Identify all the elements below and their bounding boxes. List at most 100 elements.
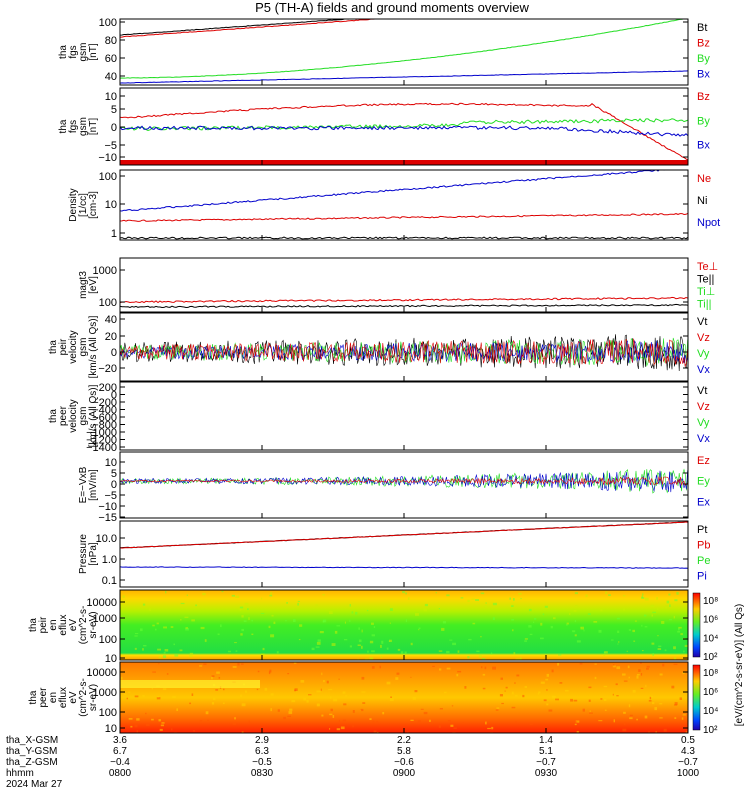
spectrogram-speckle (400, 651, 404, 654)
xtick-label: 1.4 (539, 735, 553, 746)
spectrogram-speckle (569, 612, 571, 616)
ytick-label: 10 (105, 91, 117, 103)
spectrogram-speckle (291, 700, 296, 703)
spectrogram-speckle (372, 720, 375, 724)
spectrogram-speckle (661, 621, 665, 624)
spectrogram-speckle (659, 673, 663, 676)
ytick-label: −10 (98, 152, 117, 164)
spectrogram-speckle (520, 598, 522, 600)
legend-entry: Vx (697, 364, 710, 376)
spectrogram-speckle (482, 687, 486, 690)
spectrogram-speckle (627, 665, 630, 669)
ytick-label: 40 (105, 314, 117, 326)
xtick-label: 0930 (535, 768, 558, 779)
spectrogram-speckle (338, 678, 340, 680)
legend-entry: Pe (697, 555, 710, 567)
spectrogram-speckle (451, 705, 454, 707)
ylabel-line: tha (28, 690, 39, 704)
spectrogram-speckle (326, 680, 329, 684)
ytick-label: −1200 (86, 435, 117, 447)
spectrogram-speckle (345, 695, 347, 697)
spectrogram-band (120, 680, 260, 688)
spectrogram-speckle (241, 628, 244, 632)
spectrogram-speckle (371, 622, 374, 625)
spectrogram-speckle (555, 698, 559, 701)
ytick-label: 100 (99, 634, 117, 646)
bx-trace (120, 70, 688, 84)
xaxis-row-label: hhmm (6, 768, 34, 779)
xtick-label: −0.5 (252, 757, 272, 768)
spectrogram-speckle (342, 719, 347, 722)
colorbar-tick: 10⁶ (703, 615, 718, 626)
spectrogram-speckle (142, 603, 146, 606)
ytick-label: 20 (105, 331, 117, 343)
ylabel-line: [nT] (88, 118, 99, 135)
spectrogram-speckle (676, 592, 679, 595)
spectrogram-speckle (565, 689, 569, 692)
spectrogram-speckle (640, 662, 642, 664)
spectrogram-speckle (515, 658, 520, 660)
spectrogram-speckle (511, 619, 514, 621)
colorbar-tick: 10⁸ (703, 596, 718, 607)
spectrogram-speckle (485, 721, 487, 725)
ylabel-line: en (48, 692, 59, 703)
spectrogram-speckle (420, 708, 424, 710)
spectrogram-speckle (269, 669, 272, 673)
spectrogram-speckle (361, 645, 363, 649)
pb-trace (120, 521, 688, 549)
spectrogram-speckle (600, 609, 603, 612)
panel-1: 100 80 60 40 tha fgs gsm [nT] Bt Bz By Bx (58, 17, 710, 86)
legend-entry: Npot (697, 217, 720, 229)
spectrogram-speckle (407, 597, 410, 600)
bz-trace (120, 102, 688, 161)
xtick-label: 0800 (109, 768, 132, 779)
spectrogram-speckle (162, 688, 167, 691)
tell-trace (120, 243, 688, 245)
spectrogram-speckle (533, 621, 535, 623)
spectrogram-speckle (652, 653, 655, 656)
spectrogram-speckle (362, 702, 366, 704)
spectrogram-speckle (361, 629, 363, 633)
spectrogram-speckle (285, 619, 287, 622)
ylabel-line: (cm^2-s- (78, 606, 89, 645)
spectrogram-speckle (649, 696, 652, 700)
ytick-label: 100 (99, 17, 117, 29)
spectrogram-speckle (322, 619, 327, 623)
spectrogram-speckle (397, 648, 401, 651)
spectrogram-speckle (495, 709, 499, 711)
panel-8-frame (119, 520, 689, 588)
spectrogram-speckle (315, 604, 318, 606)
legend-entry: Te⊥ (697, 261, 718, 273)
spectrogram-speckle (585, 594, 588, 598)
legend-entry: Bx (697, 140, 710, 152)
spectrogram-speckle (484, 605, 487, 608)
spectrogram-speckle (640, 673, 643, 676)
xaxis-row-label: tha_X-GSM (6, 735, 58, 746)
spectrogram-speckle (528, 625, 532, 628)
spectrogram-speckle (328, 611, 333, 614)
spectrogram-speckle (626, 650, 628, 652)
spectrogram-speckle (151, 688, 153, 690)
spectrogram-speckle (158, 656, 161, 659)
spectrogram-speckle (390, 696, 392, 698)
spectrogram-speckle (514, 694, 518, 697)
spectrogram-speckle (651, 642, 655, 645)
spectrogram-speckle (381, 640, 384, 644)
spectrogram-speckle (441, 627, 445, 631)
spectrogram-speckle (668, 593, 671, 596)
spectrogram-speckle (559, 682, 563, 684)
spectrogram-speckle (163, 626, 167, 629)
legend-entry: Pt (697, 524, 707, 536)
colorbar-tick: 10⁸ (703, 668, 718, 679)
spectrogram-speckle (446, 667, 451, 670)
spectrogram-speckle (299, 624, 303, 627)
ytick-label: −1400 (86, 442, 117, 454)
ylabel-line: sr-eV) (88, 684, 99, 711)
spectrogram-speckle (380, 655, 383, 658)
spectrogram-speckle (134, 647, 137, 650)
spectrogram-speckle (629, 717, 633, 720)
spectrogram-speckle (271, 614, 274, 617)
spectrogram-speckle (317, 639, 321, 642)
